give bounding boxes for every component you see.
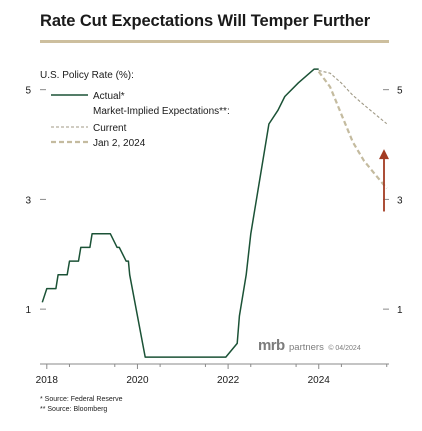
legend-label-2: Market-Implied Expectations**: (93, 106, 230, 117)
brand-date: © 04/2024 (328, 345, 361, 352)
series-line-3 (317, 70, 388, 190)
y-tick-label-right: 3 (397, 195, 403, 206)
series-line-1 (41, 68, 319, 358)
legend-label-1: Actual* (93, 91, 125, 102)
brand-logo: mrb partners © 04/2024 (258, 337, 361, 355)
y-tick-label-right: 5 (397, 86, 403, 97)
y-tick-label-right: 1 (397, 305, 403, 316)
brand-mrb: mrb (258, 337, 285, 354)
arrow-head (379, 149, 389, 160)
x-tick-label: 2018 (36, 375, 59, 386)
x-tick-label: 2020 (126, 375, 149, 386)
footnotes: * Source: Federal Reserve ** Source: Blo… (40, 395, 122, 414)
x-tick-label: 2024 (308, 375, 331, 386)
footnote-fed: * Source: Federal Reserve (40, 396, 123, 403)
chart-title: Rate Cut Expectations Will Temper Furthe… (40, 12, 371, 30)
y-tick-label-left: 3 (25, 195, 31, 206)
legend-label-3: Current (93, 123, 127, 134)
y-axis-title: U.S. Policy Rate (%): (40, 70, 134, 81)
y-tick-label-left: 1 (25, 305, 31, 316)
title-rule (40, 40, 389, 43)
legend-label-4: Jan 2, 2024 (93, 138, 146, 149)
footnote-bloomberg: ** Source: Bloomberg (40, 405, 108, 413)
brand-partners: partners (289, 342, 324, 353)
x-tick-label: 2022 (217, 375, 240, 386)
y-tick-label-left: 5 (25, 86, 31, 97)
series-line-2 (318, 69, 388, 125)
